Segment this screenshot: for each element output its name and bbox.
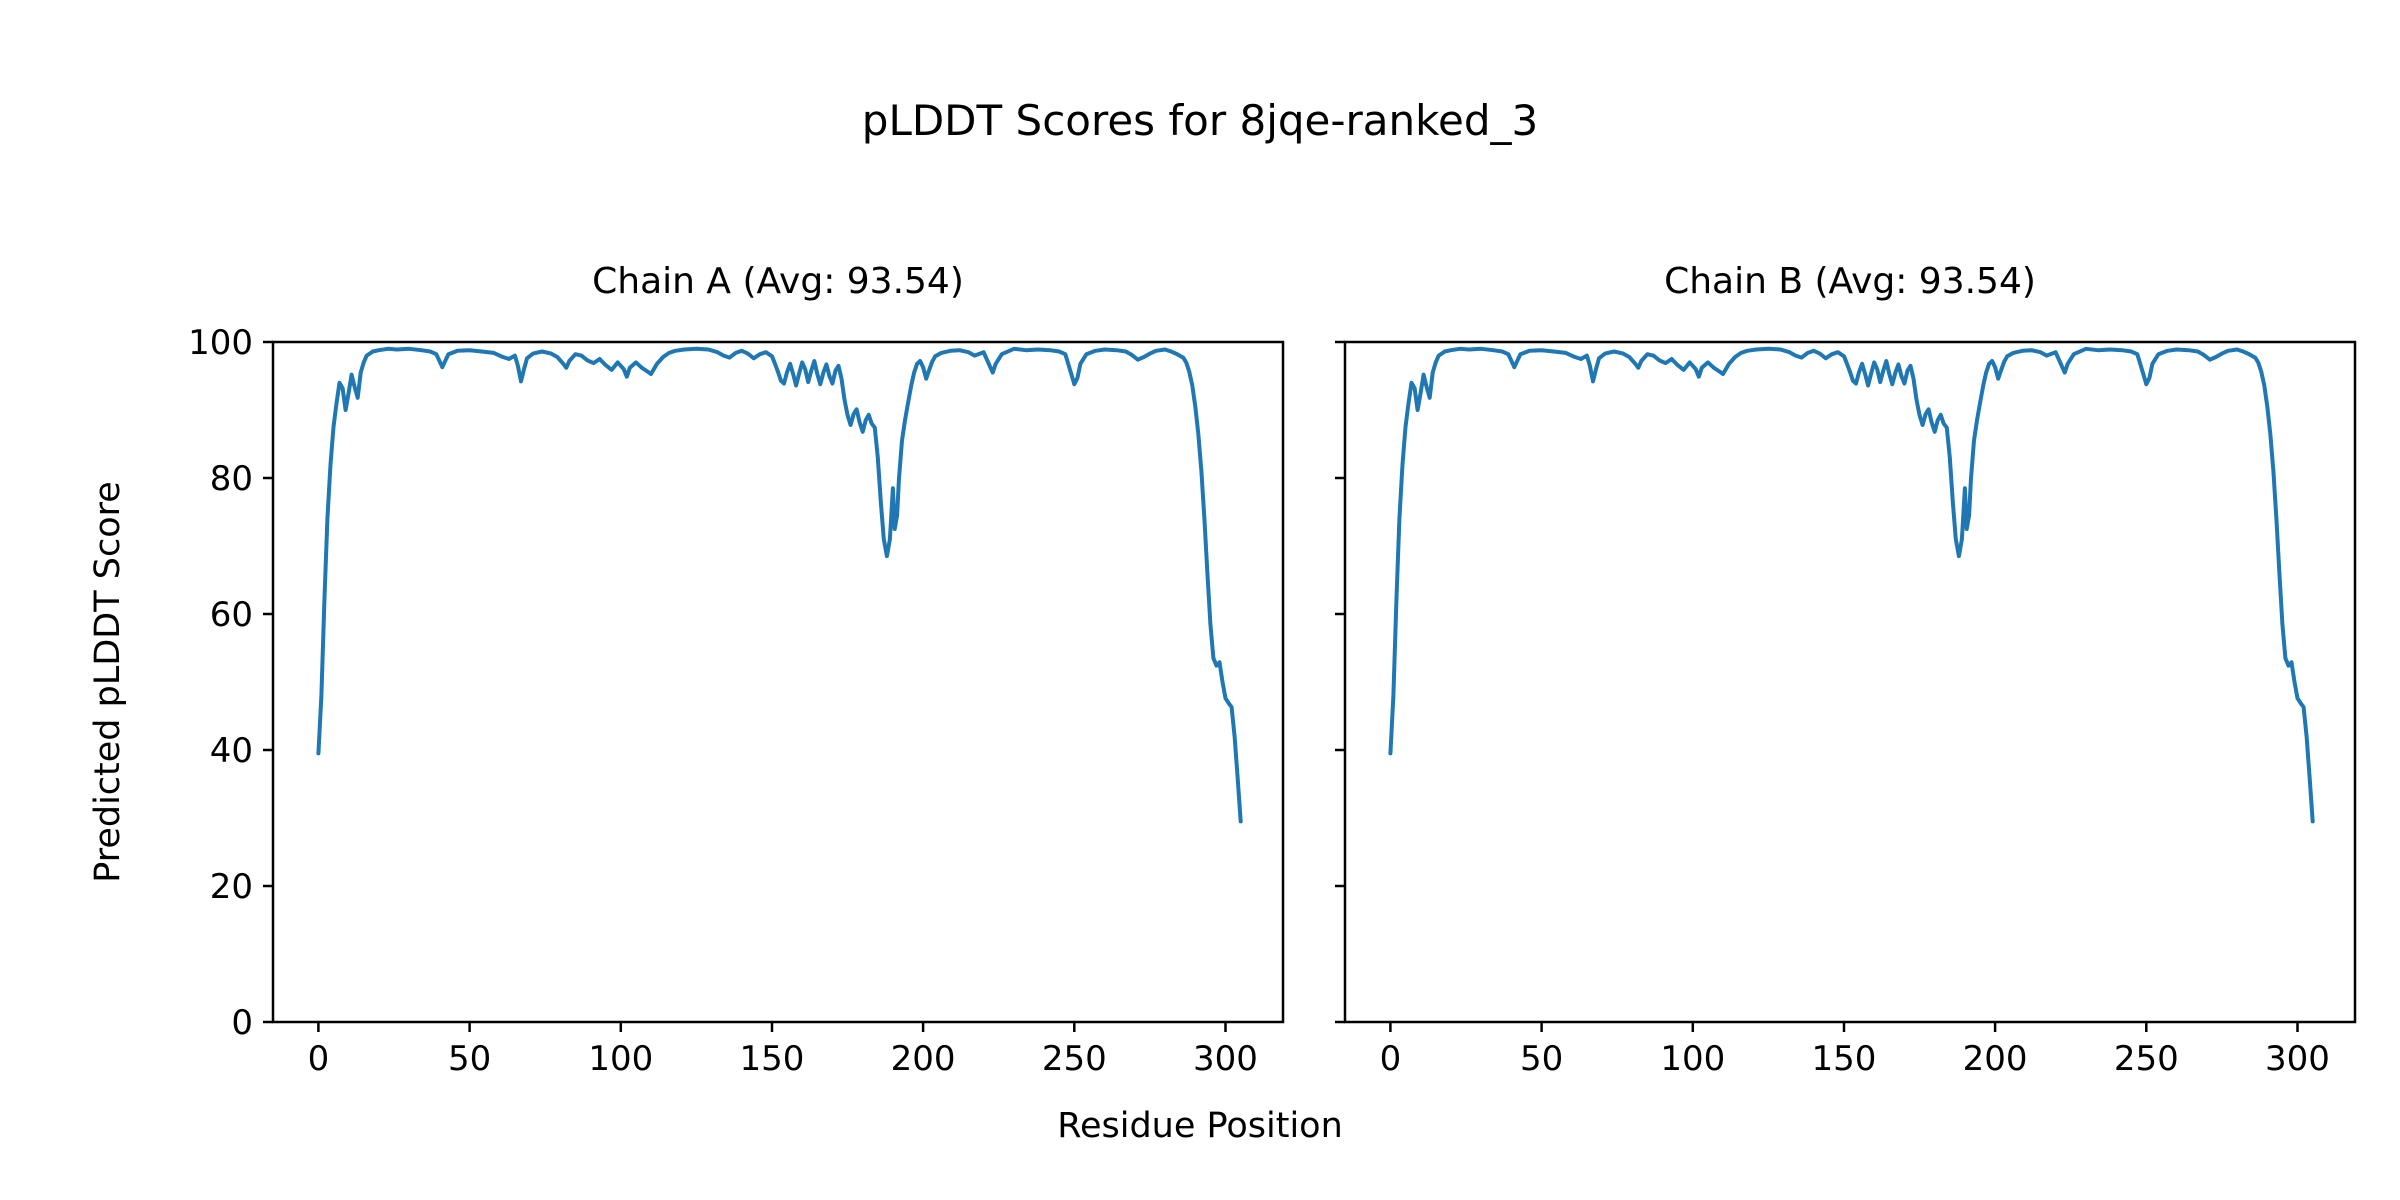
y-tick-label: 40 [210,731,253,771]
x-tick-label: 50 [448,1039,491,1079]
x-tick-label: 100 [588,1039,653,1079]
axes-spines [271,340,1285,1024]
chain-a-axes: 0 50 100 150 200 250 300 0 20 40 60 80 100 [188,323,1285,1079]
y-tick-label: 80 [210,459,253,499]
y-axis-label: Predicted pLDDT Score [88,481,128,883]
x-axis-label: Residue Position [1057,1106,1343,1146]
y-tick-label: 100 [188,323,253,363]
x-tick-label: 200 [891,1039,956,1079]
chain-b-axes: 0 50 100 150 200 250 300 [1335,340,2357,1079]
x-tick-label: 200 [1963,1039,2028,1079]
x-tick-label: 300 [1193,1039,1258,1079]
x-tick-label: 0 [308,1039,330,1079]
y-tick-label: 60 [210,595,253,635]
subplot-title-chain-a: Chain A (Avg: 93.54) [592,261,964,302]
x-tick-label: 100 [1660,1039,1725,1079]
plddt-line-chain-a [316,346,1243,824]
x-tick-label: 150 [1812,1039,1877,1079]
x-tick-label: 150 [740,1039,805,1079]
y-tick-label: 0 [231,1003,253,1043]
x-tick-label: 50 [1520,1039,1563,1079]
y-tick-label: 20 [210,867,253,907]
x-tick-label: 300 [2265,1039,2330,1079]
x-tick-label: 250 [2114,1039,2179,1079]
x-tick-label: 0 [1380,1039,1402,1079]
axes-spines [1343,340,2357,1024]
figure-title: pLDDT Scores for 8jqe-ranked_3 [861,96,1539,145]
x-tick-label: 250 [1042,1039,1107,1079]
plddt-line-chain-b [1388,346,2315,824]
subplot-title-chain-b: Chain B (Avg: 93.54) [1664,261,2036,302]
